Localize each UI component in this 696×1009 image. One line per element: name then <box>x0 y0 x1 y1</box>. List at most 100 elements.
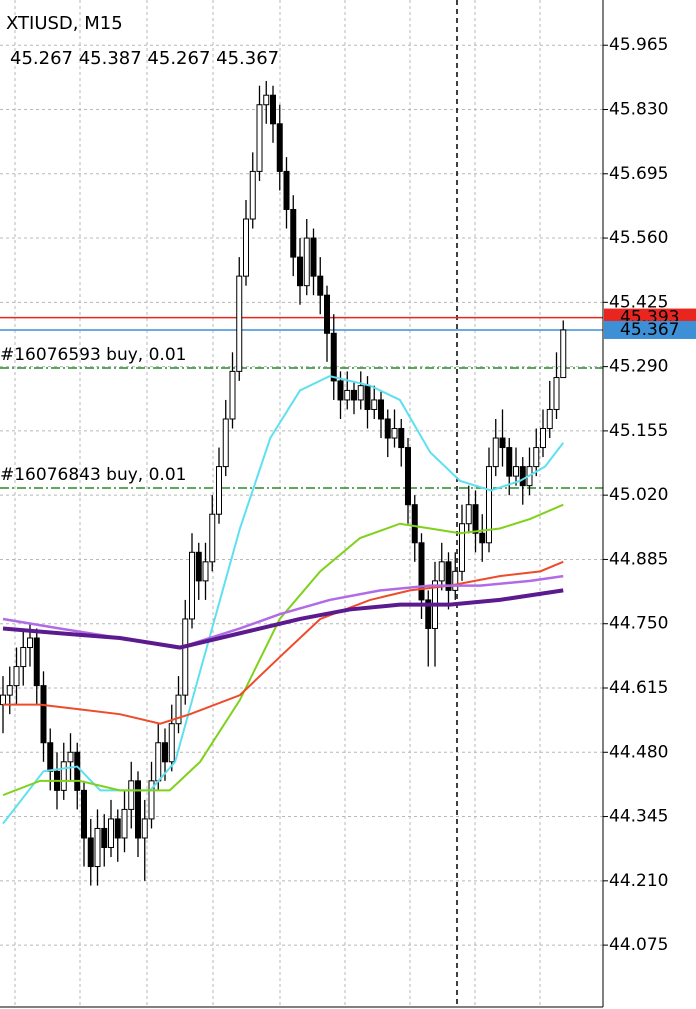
candle-body <box>114 818 121 839</box>
candle-body <box>60 761 67 791</box>
y-tick-label: 45.830 <box>609 100 668 120</box>
candle-body <box>155 742 162 782</box>
moving-average <box>2 503 564 797</box>
candle-body <box>357 385 364 401</box>
y-tick-label: 45.560 <box>609 228 668 248</box>
candle-body <box>317 275 324 296</box>
ask-label: 45.367 <box>620 320 679 340</box>
candle-body <box>168 723 175 763</box>
candle-body <box>263 94 270 106</box>
y-tick-label: 45.155 <box>609 421 668 441</box>
candle-body <box>324 294 330 334</box>
moving-average <box>3 560 564 725</box>
candle-body <box>351 389 357 401</box>
candle-body <box>425 599 432 629</box>
candle-body <box>182 618 189 696</box>
y-tick-label: 44.210 <box>609 871 668 891</box>
candle-body <box>438 561 445 582</box>
y-tick-label: 44.345 <box>609 807 668 827</box>
candle-body <box>553 377 560 410</box>
y-tick-label: 45.290 <box>609 357 668 377</box>
candle-body <box>33 637 40 687</box>
candle-body <box>222 418 229 468</box>
y-tick-label: 45.695 <box>609 164 668 184</box>
candle-body <box>472 504 479 534</box>
candle-body <box>256 104 263 172</box>
candle-body <box>175 694 182 725</box>
candle-body <box>216 466 222 515</box>
y-tick-label: 45.965 <box>609 35 668 55</box>
candle-body <box>499 437 506 449</box>
candle-body <box>297 256 303 287</box>
candle-body <box>371 399 378 410</box>
candle-body <box>74 751 81 791</box>
candle-body <box>540 428 546 449</box>
order-label: #16076843 buy, 0.01 <box>0 465 186 485</box>
candle-body <box>20 647 27 668</box>
candle-body <box>148 780 155 820</box>
candle-body <box>229 370 236 420</box>
candle-body <box>6 685 13 696</box>
candle-body <box>121 808 128 839</box>
candle-body <box>519 466 526 487</box>
candle-body <box>486 466 492 544</box>
candle-body <box>398 428 405 449</box>
candle-body <box>276 123 283 172</box>
candle-body <box>337 380 344 401</box>
candle-body <box>459 523 465 572</box>
y-tick-label: 44.615 <box>609 678 668 698</box>
candle-body <box>40 685 47 744</box>
y-tick-label: 44.750 <box>609 614 668 634</box>
candle-body <box>445 561 452 591</box>
ohlc-text: 45.267 45.387 45.267 45.367 <box>10 48 279 69</box>
candle-body <box>418 542 425 601</box>
candle-body <box>270 94 276 125</box>
candle-body <box>533 447 540 468</box>
candle-body <box>506 447 513 477</box>
candle-body <box>364 385 371 410</box>
candle-body <box>13 666 20 687</box>
candle-body <box>189 551 195 620</box>
candle-body <box>47 742 54 772</box>
candle-body <box>108 818 114 848</box>
candle-body <box>465 504 472 525</box>
chart-title: XTIUSD, M15 <box>6 13 123 34</box>
candle-body <box>202 561 209 582</box>
candle-body <box>560 329 567 379</box>
candle-body <box>344 389 351 401</box>
y-tick-label: 45.020 <box>609 485 668 505</box>
candle-body <box>290 208 297 258</box>
candle-body <box>141 818 148 839</box>
candle-body <box>479 532 486 544</box>
ask-label-box <box>604 320 696 339</box>
candle-body <box>162 742 168 763</box>
candle-body <box>209 513 216 563</box>
order-label: #16076593 buy, 0.01 <box>0 345 186 365</box>
candle-body <box>310 237 317 277</box>
moving-average <box>2 588 564 650</box>
y-tick-label: 44.885 <box>609 549 668 569</box>
candle-body <box>391 428 398 439</box>
moving-average <box>2 375 565 825</box>
candle-body <box>87 837 94 868</box>
candle-body <box>384 418 391 439</box>
candle-body <box>411 504 418 544</box>
candle-body <box>243 218 249 277</box>
candle-body <box>303 237 310 287</box>
candle-body <box>330 332 337 382</box>
candle-body <box>283 170 290 210</box>
candle-body <box>27 637 33 649</box>
candle-body <box>492 437 499 468</box>
candle-body <box>195 551 202 582</box>
candle-body <box>67 751 74 763</box>
candle-body <box>546 408 553 430</box>
y-tick-label: 44.480 <box>609 742 668 762</box>
y-tick-label: 45.425 <box>609 292 668 312</box>
candle-body <box>94 827 101 868</box>
candle-body <box>101 827 108 848</box>
candle-body <box>452 570 459 591</box>
y-tick-label: 44.075 <box>609 935 668 955</box>
candle-body <box>128 780 135 810</box>
